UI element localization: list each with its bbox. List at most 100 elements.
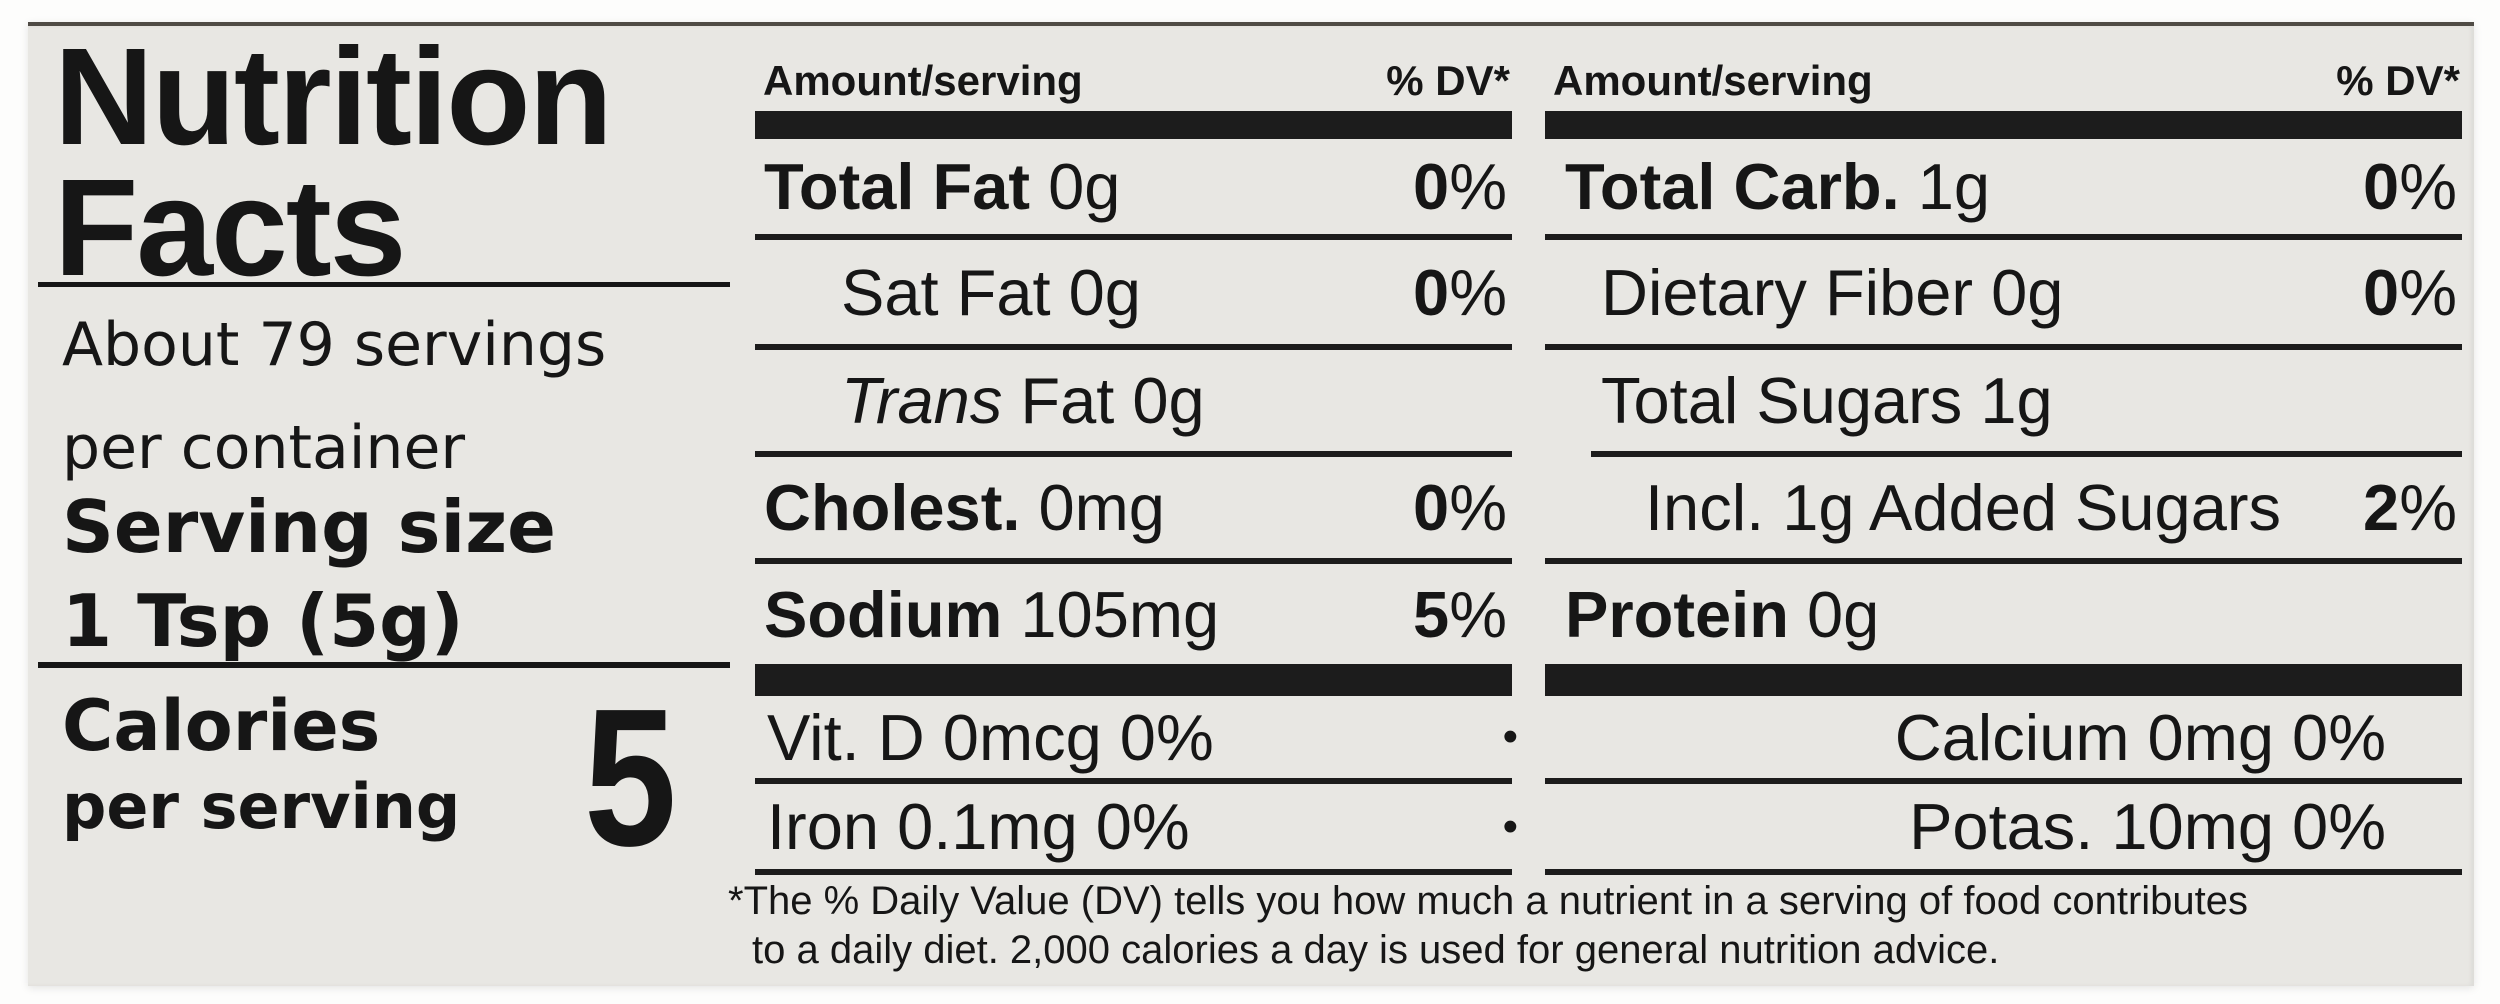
percent-sign: % bbox=[1449, 255, 1507, 329]
nutrient-amount: 1g bbox=[1917, 150, 1991, 223]
serving-size: Serving size 1 Tsp (5g) bbox=[62, 480, 556, 668]
nutrient-amount: 0g bbox=[1132, 364, 1205, 437]
micro-row: Calcium 0mg 0% bbox=[1545, 696, 2462, 778]
nutrient-name-text: Fat bbox=[1020, 364, 1115, 437]
divider bbox=[1591, 451, 2462, 457]
micro-text: Potas. 10mg 0% bbox=[1909, 790, 2386, 863]
divider bbox=[755, 451, 1512, 457]
panel-nutrients-right: Amount/serving% DV* Total Carb. 1g 0% Dieta… bbox=[1545, 26, 2462, 875]
nutrient-row: Total Fat 0g 0% bbox=[755, 139, 1512, 234]
nutrient-amount: 0g bbox=[1806, 577, 1880, 651]
nutrient-name-italic: Trans bbox=[841, 364, 1003, 437]
nutrient-row: Cholest. 0mg 0% bbox=[755, 457, 1512, 558]
panel-nutrients-left: Amount/serving% DV* Total Fat 0g 0% Sat Fat… bbox=[755, 26, 1518, 875]
dv-value: 5 bbox=[1413, 577, 1450, 651]
serving-size-label: Serving size bbox=[62, 485, 556, 569]
dv-value: 0 bbox=[2363, 150, 2400, 223]
nutrient-row: Sodium 105mg 5% bbox=[755, 564, 1512, 664]
thick-bar bbox=[755, 664, 1512, 696]
column-header-dv: % DV* bbox=[1386, 57, 1510, 104]
calories-label: Calories bbox=[62, 685, 381, 767]
nutrient-name: Total Sugars 1g bbox=[1545, 363, 2053, 438]
dv-footnote: *The % Daily Value (DV) tells you how mu… bbox=[728, 877, 2473, 975]
column-header: Amount/serving % DV* bbox=[1545, 26, 2462, 111]
nutrient-amount: 0g bbox=[1068, 255, 1141, 329]
divider bbox=[1545, 869, 2462, 875]
thick-bar bbox=[755, 111, 1512, 139]
label-title: Nutrition Facts bbox=[54, 20, 613, 306]
micro-text: Calcium 0mg 0% bbox=[1894, 700, 2386, 774]
divider bbox=[1545, 558, 2462, 564]
nutrient-row: Dietary Fiber 0g 0% bbox=[1545, 240, 2462, 344]
bullet-separator: • bbox=[1502, 801, 1518, 851]
nutrient-amount: 105mg bbox=[1020, 577, 1220, 651]
nutrient-amount: 1g bbox=[1980, 364, 2053, 437]
micro-row: Potas. 10mg 0% bbox=[1545, 784, 2462, 869]
nutrient-name-text: Total Sugars bbox=[1601, 364, 1963, 437]
nutrient-row: Protein 0g bbox=[1545, 564, 2462, 664]
bullet-separator: • bbox=[1502, 712, 1518, 761]
calories-value: 5 bbox=[584, 668, 677, 887]
footnote-line-1: *The % Daily Value (DV) tells you how mu… bbox=[728, 879, 2248, 923]
calories-sublabel: per serving bbox=[62, 770, 461, 843]
percent-sign: % bbox=[1449, 577, 1507, 651]
column-header: Amount/serving % DV* bbox=[755, 26, 1512, 111]
divider bbox=[38, 282, 730, 287]
percent-sign: % bbox=[1449, 471, 1507, 544]
divider bbox=[755, 869, 1512, 875]
thick-bar bbox=[1545, 111, 2462, 139]
title-line-2: Facts bbox=[54, 151, 406, 306]
nutrient-name: Cholest. 0mg bbox=[755, 470, 1165, 545]
divider bbox=[755, 234, 1512, 240]
percent-sign: % bbox=[2399, 471, 2457, 544]
title-line-1: Nutrition bbox=[54, 20, 613, 174]
micro-row: Iron 0.1mg 0% • bbox=[755, 784, 1518, 869]
nutrient-dv: 0% bbox=[1413, 470, 1512, 545]
nutrient-name: Sat Fat 0g bbox=[755, 255, 1141, 330]
nutrient-dv: 0% bbox=[2363, 149, 2462, 224]
divider bbox=[755, 558, 1512, 564]
servings-line-2: per container bbox=[62, 413, 466, 483]
nutrient-name-text: Total Fat bbox=[764, 150, 1030, 223]
nutrient-name-text: Cholest. bbox=[764, 471, 1021, 544]
nutrient-row: Total Carb. 1g 0% bbox=[1545, 139, 2462, 234]
nutrient-row: Sat Fat 0g 0% bbox=[755, 240, 1512, 344]
percent-sign: % bbox=[2399, 150, 2457, 223]
divider bbox=[38, 662, 730, 668]
dv-value: 0 bbox=[1413, 150, 1450, 223]
nutrient-name: Total Carb. 1g bbox=[1545, 149, 1990, 224]
nutrient-name-text: Total Carb. bbox=[1565, 150, 1900, 223]
nutrient-row: Incl. 1g Added Sugars 2% bbox=[1545, 457, 2462, 558]
nutrient-dv: 2% bbox=[2363, 470, 2462, 545]
percent-sign: % bbox=[1449, 150, 1507, 223]
nutrient-dv: 0% bbox=[1413, 149, 1512, 224]
nutrient-name-text: Incl. 1g Added Sugars bbox=[1645, 471, 2282, 544]
nutrient-amount: 0g bbox=[1991, 255, 2064, 329]
nutrient-dv: 0% bbox=[1413, 255, 1512, 330]
dv-value: 2 bbox=[2363, 471, 2400, 544]
nutrition-facts-label: Nutrition Facts About 79 servings per co… bbox=[28, 22, 2474, 986]
thick-bar bbox=[1545, 664, 2462, 696]
nutrient-amount: 0g bbox=[1048, 150, 1121, 223]
divider bbox=[1545, 344, 2462, 350]
nutrient-name-text: Sodium bbox=[764, 577, 1003, 651]
divider bbox=[1545, 234, 2462, 240]
divider bbox=[755, 778, 1512, 784]
nutrient-row: Trans Fat 0g bbox=[755, 350, 1512, 451]
nutrient-amount: 0mg bbox=[1038, 471, 1165, 544]
panel-serving-info: Nutrition Facts About 79 servings per co… bbox=[38, 26, 750, 986]
nutrient-name-text: Sat Fat bbox=[841, 255, 1051, 329]
nutrient-name: Total Fat 0g bbox=[755, 149, 1120, 224]
serving-size-value: 1 Tsp (5g) bbox=[62, 579, 464, 663]
column-header-amount: Amount/serving bbox=[763, 57, 1083, 104]
dv-value: 0 bbox=[2363, 255, 2400, 329]
percent-sign: % bbox=[2399, 255, 2457, 329]
servings-line-1: About 79 servings bbox=[62, 310, 607, 380]
column-header-dv: % DV* bbox=[2336, 57, 2460, 104]
micro-row: Vit. D 0mcg 0% • bbox=[755, 696, 1518, 778]
nutrient-name-text: Protein bbox=[1565, 577, 1789, 651]
nutrient-name: Protein 0g bbox=[1545, 577, 1879, 652]
micro-text: Iron 0.1mg 0% bbox=[767, 790, 1190, 863]
column-header-amount: Amount/serving bbox=[1553, 57, 1873, 104]
